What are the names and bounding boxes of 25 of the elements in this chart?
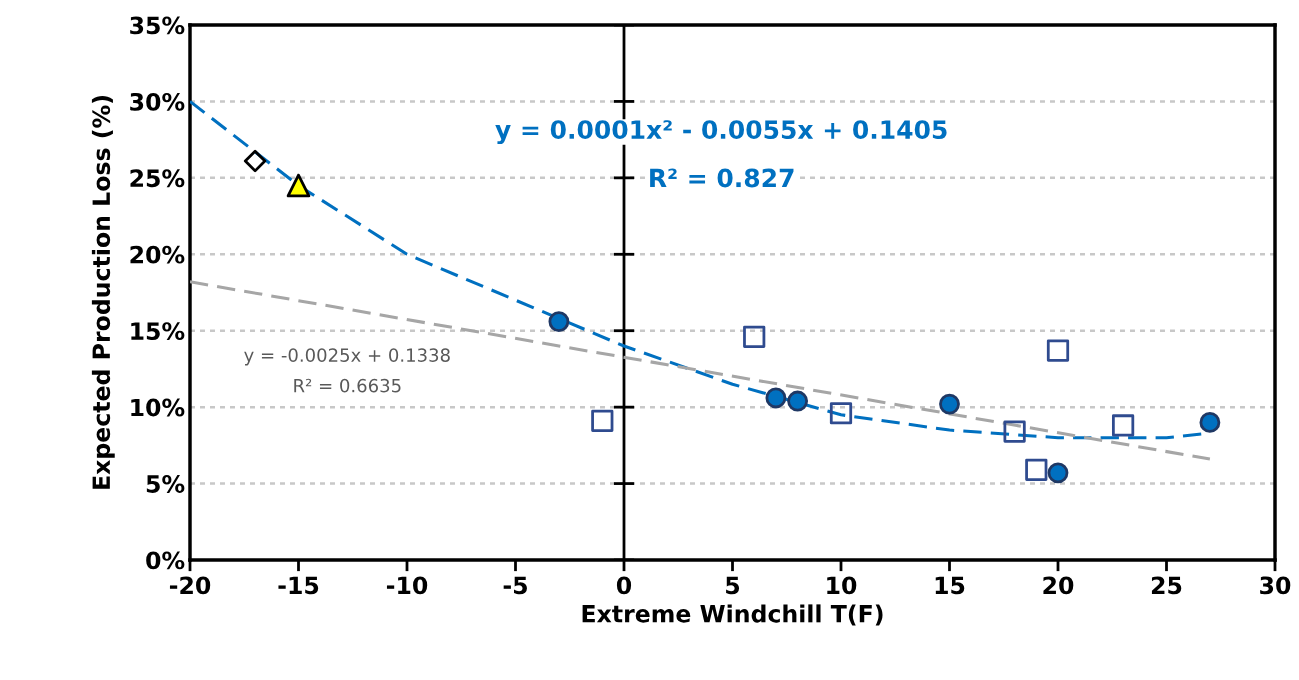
x-tick-label: 20 — [1043, 576, 1074, 595]
x-tick-label: 10 — [827, 576, 857, 595]
y-axis-title: Expected Production Loss (%) — [91, 96, 115, 489]
x-tick-label: -10 — [386, 576, 428, 595]
y-tick-label: 5% — [146, 475, 185, 493]
y-tick-label: 30% — [130, 92, 185, 111]
x-tick-label: -5 — [503, 576, 527, 595]
annotation: y = 0.0001x² - 0.0055x + 0.1405 — [495, 120, 947, 145]
x-tick-label: -20 — [169, 576, 211, 595]
y-tick-label: 0% — [146, 551, 185, 570]
x-tick-label: 5 — [726, 576, 740, 595]
x-tick-label: -15 — [278, 576, 319, 595]
x-tick-label: 0 — [616, 576, 632, 595]
y-tick-label: 10% — [131, 398, 185, 417]
y-tick-label: 35% — [130, 16, 185, 35]
annotation: y = -0.0025x + 0.1338 — [244, 348, 450, 366]
annotation: R² = 0.827 — [650, 168, 794, 188]
x-tick-label: 30 — [1260, 576, 1291, 595]
y-tick-label: 15% — [131, 322, 185, 341]
y-tick-label: 25% — [130, 169, 185, 188]
x-tick-label: 25 — [1151, 576, 1182, 595]
x-tick-label: 15 — [935, 576, 965, 595]
y-tick-label: 20% — [130, 245, 185, 264]
x-axis-title: Extreme Windchill T(F) — [582, 604, 883, 626]
annotation: R² = 0.6635 — [294, 378, 401, 393]
